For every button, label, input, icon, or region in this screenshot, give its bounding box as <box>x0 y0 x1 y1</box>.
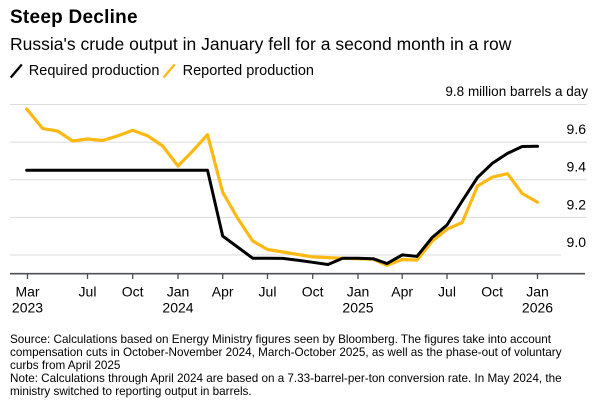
svg-text:Jul: Jul <box>259 284 277 300</box>
svg-text:9.8 million barrels a day: 9.8 million barrels a day <box>445 84 588 99</box>
svg-text:Oct: Oct <box>302 284 324 300</box>
svg-text:Jul: Jul <box>79 284 97 300</box>
svg-text:Oct: Oct <box>481 284 503 300</box>
svg-text:Apr: Apr <box>391 284 413 300</box>
svg-text:9.2: 9.2 <box>567 196 587 212</box>
svg-text:9.4: 9.4 <box>567 159 587 175</box>
svg-text:2023: 2023 <box>12 299 43 315</box>
svg-text:2024: 2024 <box>162 299 193 315</box>
svg-text:Jan: Jan <box>167 284 190 300</box>
svg-text:Jan: Jan <box>347 284 370 300</box>
svg-text:Jan: Jan <box>526 284 549 300</box>
svg-text:2026: 2026 <box>522 299 553 315</box>
svg-text:9.0: 9.0 <box>567 234 587 250</box>
svg-text:Jul: Jul <box>438 284 456 300</box>
svg-text:Mar: Mar <box>15 284 39 300</box>
svg-text:2025: 2025 <box>342 299 373 315</box>
svg-text:Apr: Apr <box>212 284 234 300</box>
svg-text:Oct: Oct <box>122 284 144 300</box>
svg-text:9.6: 9.6 <box>567 121 587 137</box>
